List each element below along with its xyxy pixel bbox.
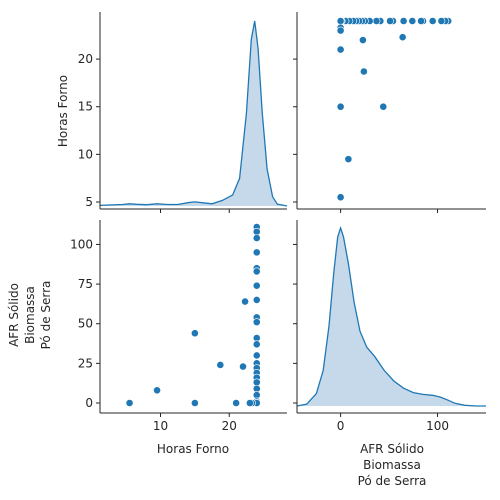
scatter-point xyxy=(252,318,261,327)
scatter-point xyxy=(336,45,345,54)
scatter-point xyxy=(252,234,261,242)
y-tick-label: 10 xyxy=(78,147,93,161)
x-tick-label: 20 xyxy=(222,419,237,433)
kde-line-afr-solido xyxy=(296,225,486,407)
scatter-point xyxy=(417,17,425,25)
scatter-point xyxy=(239,362,247,371)
scatter-point xyxy=(252,248,261,257)
y-tick-label: 0 xyxy=(85,396,93,410)
scatter-point xyxy=(428,17,437,25)
y-tick-label: 5 xyxy=(85,195,93,209)
y-tick-label: 25 xyxy=(78,356,93,370)
scatter-point xyxy=(252,340,261,349)
x-tick-label: 10 xyxy=(153,419,168,433)
scatter-point xyxy=(372,17,381,25)
scatter-point xyxy=(245,399,254,407)
scatter-point xyxy=(252,296,261,304)
scatter-point xyxy=(379,102,388,111)
scatter-point xyxy=(399,17,408,25)
kde-area-horas-forno xyxy=(100,21,287,206)
scatter-point xyxy=(241,297,249,306)
scatter-point xyxy=(336,193,345,202)
ylabel-afr-solido: AFR Sólido Biomassa Pó de Serra xyxy=(7,281,53,350)
scatter-point xyxy=(336,26,345,35)
scatter-point xyxy=(386,17,394,25)
scatter-point xyxy=(190,399,199,407)
scatter-point xyxy=(190,329,199,338)
xlabel-horas-forno: Horas Forno xyxy=(157,442,229,456)
ylabel-horas-forno: Horas Forno xyxy=(56,75,70,147)
scatter-point xyxy=(359,67,368,76)
kde-area-afr-solido xyxy=(297,228,486,406)
kde-line-horas-forno xyxy=(99,20,288,207)
scatter-point xyxy=(344,155,353,164)
y-tick-label: 15 xyxy=(78,100,93,114)
scatter-point xyxy=(408,17,417,25)
x-tick-label: 0 xyxy=(337,419,345,433)
scatter-point xyxy=(252,281,261,290)
scatter-point xyxy=(252,351,261,360)
scatter-point xyxy=(153,386,161,395)
scatter-point xyxy=(252,267,261,276)
scatter-point xyxy=(216,361,225,369)
scatter-point xyxy=(359,36,367,44)
scatter-point xyxy=(336,102,345,111)
scatter-point xyxy=(398,33,407,42)
xlabel-afr-solido: AFR Sólido Biomassa Pó de Serra xyxy=(358,442,427,488)
x-tick-label: 100 xyxy=(426,419,449,433)
y-tick-label: 75 xyxy=(78,277,93,291)
scatter-point xyxy=(336,17,345,25)
y-tick-label: 20 xyxy=(78,52,93,66)
scatter-point xyxy=(125,399,134,407)
scatter-point xyxy=(232,399,241,407)
y-tick-label: 50 xyxy=(78,317,93,331)
scatter-point xyxy=(437,17,446,25)
y-tick-label: 100 xyxy=(70,237,93,251)
